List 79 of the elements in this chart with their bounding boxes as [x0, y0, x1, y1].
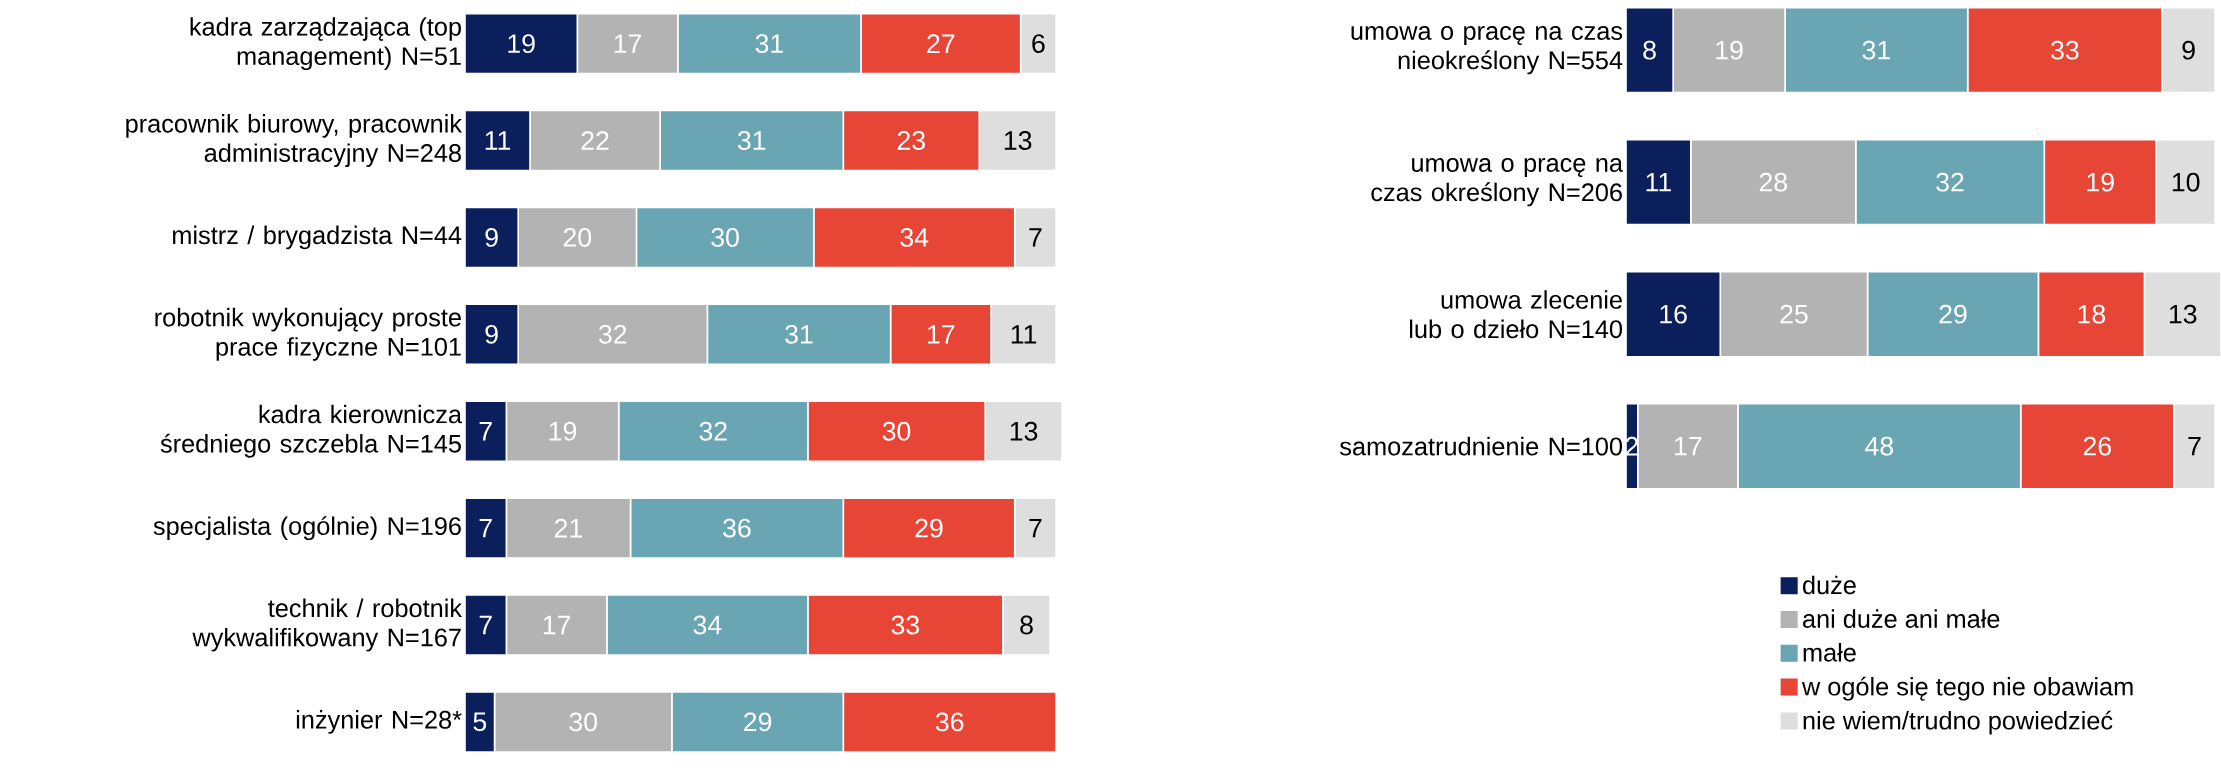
data-label: 31	[785, 324, 813, 344]
data-label: 13	[2169, 304, 2197, 324]
legend-label: duże	[1803, 575, 1856, 595]
data-label: 9	[485, 324, 498, 344]
y-tick-label: umowa o pracę na czas nieokreślony N=554	[1351, 26, 1623, 75]
data-label: 7	[479, 615, 492, 635]
y-tick-label: specjalista (ogólnie) N=196	[153, 516, 461, 541]
data-label: 22	[581, 131, 609, 150]
data-label: 29	[1939, 304, 1967, 324]
bar	[2173, 402, 2216, 490]
data-label: 13	[1010, 421, 1038, 441]
legend-label: ani duże ani małe	[1803, 609, 2000, 628]
y-tick-label: inżynier N=28*	[296, 710, 462, 734]
y-tick-label: umowa o pracę na czas określony N=206	[1371, 158, 1624, 207]
data-label: 7	[1029, 228, 1042, 247]
data-label: 19	[1716, 40, 1743, 60]
data-label: 7	[1029, 518, 1042, 538]
data-label: 10	[2172, 172, 2200, 192]
data-label: 23	[897, 131, 925, 150]
data-label: 32	[1936, 172, 1964, 192]
data-label: 29	[915, 518, 943, 538]
data-label: 28	[1759, 172, 1787, 192]
bar	[2155, 138, 2216, 226]
data-label: 32	[598, 324, 627, 344]
data-label: 30	[711, 227, 739, 247]
data-label: 33	[2051, 40, 2079, 60]
data-label: 21	[554, 518, 582, 538]
data-label: 6	[1032, 34, 1045, 54]
y-tick-label: kadra kierownicza średniego szczebla N=145	[160, 404, 463, 458]
data-label: 31	[1862, 40, 1890, 60]
data-label: 9	[485, 227, 498, 247]
legend-label: w ogóle się tego nie obawiam	[1801, 676, 2133, 701]
data-label: 34	[900, 227, 929, 247]
y-tick-label: robotnik wykonujący proste prace fizyczne N=101	[155, 307, 461, 361]
data-label: 48	[1865, 436, 1894, 456]
bar	[2161, 6, 2216, 94]
data-label: 20	[563, 227, 592, 247]
data-label: 7	[479, 422, 492, 441]
y-tick-label: kadra zarządzająca (top management) N=51	[190, 17, 461, 71]
y-tick-label: samozatrudnienie N=100	[1340, 436, 1623, 456]
data-label: 18	[2078, 304, 2106, 324]
data-label: 25	[1780, 304, 1808, 324]
data-label: 30	[569, 712, 597, 732]
data-label: 17	[1675, 437, 1702, 456]
data-label: 8	[1020, 615, 1033, 635]
y-tick-label: mistrz / brygadzista N=44	[173, 225, 462, 250]
data-label: 16	[1660, 304, 1687, 324]
data-label: 17	[614, 34, 642, 53]
data-label: 34	[693, 615, 722, 635]
y-tick-label: technik / robotnik wykwalifikowany N=167	[192, 598, 463, 652]
data-label: 5	[473, 712, 487, 732]
data-label: 27	[927, 34, 955, 53]
data-label: 19	[508, 34, 535, 54]
data-label: 8	[1643, 40, 1656, 60]
data-label: 9	[2182, 40, 2195, 60]
data-label: 19	[2087, 172, 2114, 192]
data-label: 30	[882, 421, 911, 441]
data-label: 7	[479, 518, 492, 538]
legend-label: małe	[1803, 643, 1856, 662]
data-label: 32	[699, 421, 727, 441]
data-label: 17	[543, 615, 571, 635]
data-label: 7	[2188, 437, 2201, 456]
data-label: 33	[891, 615, 920, 635]
data-label: 31	[737, 131, 766, 150]
data-label: 17	[928, 325, 955, 344]
data-label: 11	[485, 131, 511, 150]
data-label: 36	[935, 712, 964, 732]
data-label: 36	[723, 518, 751, 538]
data-label: 11	[1011, 325, 1037, 344]
data-label: 11	[1646, 173, 1671, 192]
data-label: 13	[1004, 131, 1032, 150]
bar	[2143, 270, 2221, 358]
legend-label: nie wiem/trudno powiedzieć	[1803, 710, 2113, 735]
data-label: 31	[755, 34, 783, 54]
y-tick-label: umowa zlecenie lub o dzieło N=140	[1410, 290, 1622, 339]
data-label: 26	[2083, 436, 2111, 456]
data-label: 29	[744, 712, 772, 732]
y-tick-label: pracownik biurowy, pracownik administracyjny N=248	[126, 114, 463, 167]
data-label: 19	[549, 421, 577, 441]
